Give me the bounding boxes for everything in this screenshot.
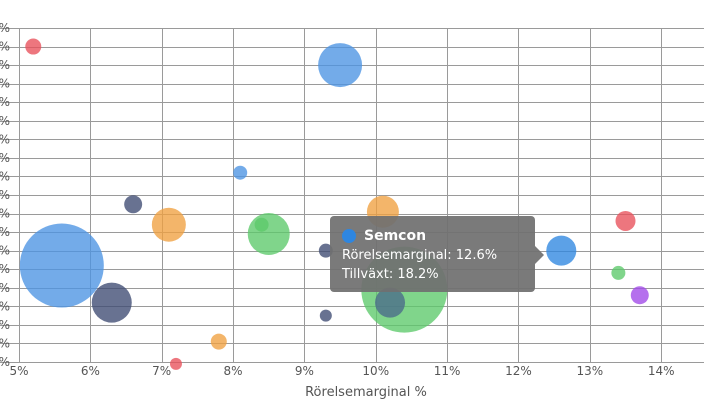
tooltip-x-value: Rörelsemarginal: 12.6% xyxy=(342,248,498,263)
bubble[interactable] xyxy=(318,243,333,258)
x-tick-label: 13% xyxy=(576,364,603,378)
tooltip: Semcon Rörelsemarginal: 12.6% Tillväxt: … xyxy=(330,216,544,292)
bubble[interactable] xyxy=(318,43,363,88)
y-tick-label: % xyxy=(0,225,10,239)
y-tick-label: % xyxy=(0,95,10,109)
bubble[interactable] xyxy=(375,287,406,318)
y-tick-label: % xyxy=(0,299,10,313)
x-tick-label: 6% xyxy=(81,364,100,378)
x-tick-label: 11% xyxy=(434,364,461,378)
bubble[interactable] xyxy=(210,333,227,350)
y-tick-labels: %%%%%%%%%%%%%%%%%%% xyxy=(0,21,10,369)
y-tick-label: % xyxy=(0,355,10,369)
bubble[interactable] xyxy=(611,265,626,280)
x-tick-label: 14% xyxy=(648,364,675,378)
bubble[interactable] xyxy=(25,38,42,55)
bubble[interactable] xyxy=(233,165,248,180)
bubble[interactable] xyxy=(247,212,290,255)
bubble[interactable] xyxy=(630,286,649,305)
y-tick-label: % xyxy=(0,207,10,221)
tooltip-color-dot-icon xyxy=(342,229,356,243)
x-tick-label: 5% xyxy=(9,364,28,378)
y-tick-label: % xyxy=(0,58,10,72)
y-tick-label: % xyxy=(0,77,10,91)
y-tick-label: % xyxy=(0,151,10,165)
bubble[interactable] xyxy=(546,235,577,266)
x-tick-label: 8% xyxy=(224,364,243,378)
y-tick-label: % xyxy=(0,188,10,202)
y-tick-label: % xyxy=(0,262,10,276)
x-tick-label: 10% xyxy=(362,364,389,378)
y-tick-label: % xyxy=(0,132,10,146)
tooltip-series-name: Semcon xyxy=(364,228,427,244)
bubble[interactable] xyxy=(91,282,132,323)
bubble[interactable] xyxy=(254,217,269,232)
bubble[interactable] xyxy=(19,223,104,308)
x-tick-label: 12% xyxy=(505,364,532,378)
bubble[interactable] xyxy=(124,195,143,214)
y-tick-label: % xyxy=(0,169,10,183)
y-tick-label: % xyxy=(0,21,10,35)
y-tick-label: % xyxy=(0,40,10,54)
y-tick-label: % xyxy=(0,114,10,128)
bubble[interactable] xyxy=(151,207,186,242)
x-tick-labels: 5% 6% 7% 8% 9% 10% 11% 12% 13% 14% xyxy=(9,364,674,378)
tooltip-title-row: Semcon xyxy=(342,226,523,246)
tooltip-pointer xyxy=(535,246,544,264)
bubble[interactable] xyxy=(319,309,332,322)
y-tick-label: % xyxy=(0,318,10,332)
bubble[interactable] xyxy=(615,210,636,231)
x-tick-label: 7% xyxy=(152,364,171,378)
y-tick-label: % xyxy=(0,244,10,258)
x-tick-label: 9% xyxy=(295,364,314,378)
bubble[interactable] xyxy=(169,357,182,370)
x-axis-title: Rörelsemarginal % xyxy=(305,385,427,400)
y-tick-label: % xyxy=(0,336,10,350)
y-tick-label: % xyxy=(0,281,10,295)
tooltip-y-value: Tillväxt: 18.2% xyxy=(342,267,439,282)
bubbles xyxy=(19,38,649,370)
